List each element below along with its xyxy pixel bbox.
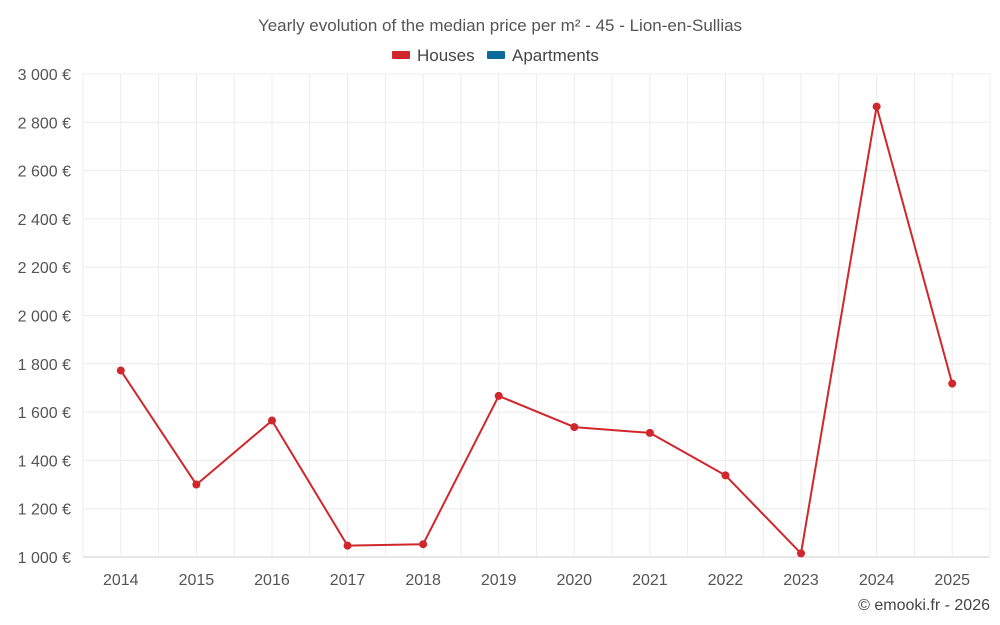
chart-title: Yearly evolution of the median price per… <box>258 16 742 35</box>
x-tick-label: 2016 <box>254 572 290 589</box>
x-tick-label: 2024 <box>859 572 895 589</box>
legend-swatch <box>487 51 505 59</box>
series-layer <box>116 102 957 558</box>
x-tick-label: 2022 <box>708 572 744 589</box>
y-tick-label: 2 200 € <box>18 260 71 277</box>
y-tick-label: 2 600 € <box>18 164 71 181</box>
y-tick-label: 1 000 € <box>18 550 71 567</box>
y-tick-label: 1 800 € <box>18 357 71 374</box>
x-tick-label: 2021 <box>632 572 668 589</box>
y-tick-label: 1 400 € <box>18 453 71 470</box>
x-tick-label: 2019 <box>481 572 517 589</box>
y-tick-label: 1 200 € <box>18 502 71 519</box>
legend: Houses Apartments <box>392 46 599 65</box>
data-point[interactable] <box>645 428 654 437</box>
x-tick-label: 2018 <box>405 572 441 589</box>
x-tick-label: 2023 <box>783 572 819 589</box>
x-axis-ticks: 2014 2015 2016 2017 2018 2019 2020 2021 2022 2023… <box>103 572 970 589</box>
x-tick-label: 2014 <box>103 572 139 589</box>
x-tick-label: 2015 <box>179 572 215 589</box>
data-point[interactable] <box>343 541 352 550</box>
x-tick-label: 2020 <box>556 572 592 589</box>
series-line-houses <box>119 105 954 555</box>
y-tick-label: 3 000 € <box>18 67 71 84</box>
data-point[interactable] <box>267 416 276 425</box>
y-axis-ticks: 1 000 € 1 200 € 1 400 € 1 600 € 1 800 € 2 000… <box>18 67 71 567</box>
data-point[interactable] <box>570 423 579 432</box>
data-point[interactable] <box>494 391 503 400</box>
data-point[interactable] <box>948 379 957 388</box>
data-point[interactable] <box>419 540 428 549</box>
legend-label: Apartments <box>512 46 599 65</box>
x-tick-label: 2025 <box>934 572 970 589</box>
legend-item-houses[interactable]: Houses <box>392 46 475 65</box>
data-point[interactable] <box>192 480 201 489</box>
data-point[interactable] <box>116 366 125 375</box>
legend-swatch <box>392 51 410 59</box>
y-tick-label: 2 400 € <box>18 212 71 229</box>
legend-item-apartments[interactable]: Apartments <box>487 46 599 65</box>
legend-label: Houses <box>417 46 475 65</box>
grid <box>82 73 991 558</box>
credit-text: © emooki.fr - 2026 <box>858 597 990 614</box>
y-tick-label: 2 000 € <box>18 309 71 326</box>
y-tick-label: 2 800 € <box>18 115 71 132</box>
data-point[interactable] <box>872 102 881 111</box>
data-point[interactable] <box>797 549 806 558</box>
data-point[interactable] <box>721 471 730 480</box>
y-tick-label: 1 600 € <box>18 405 71 422</box>
x-tick-label: 2017 <box>330 572 366 589</box>
